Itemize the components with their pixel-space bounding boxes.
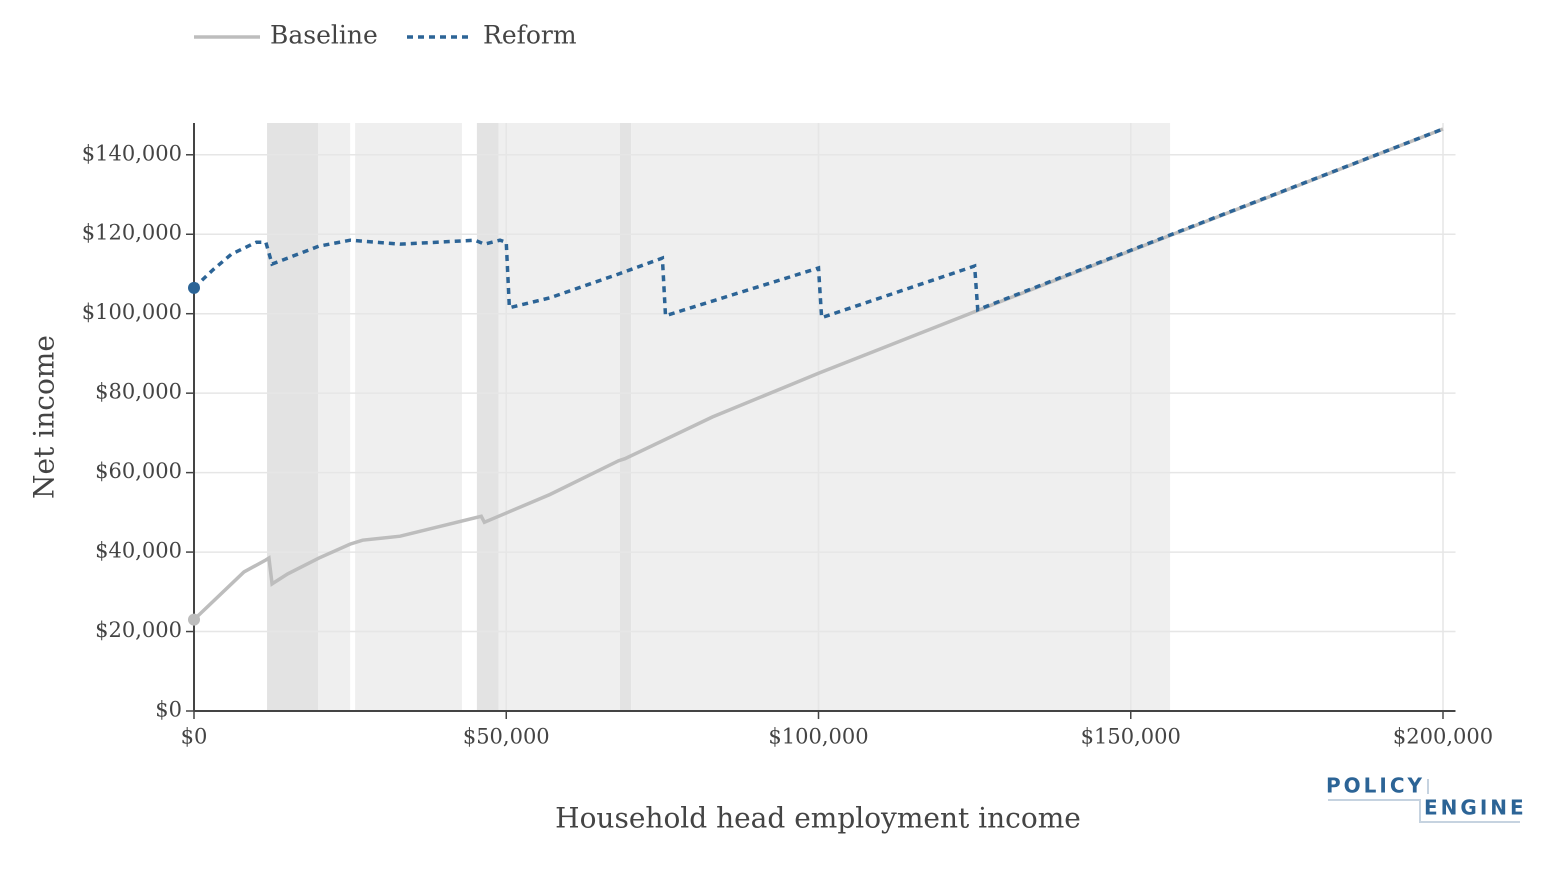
- point-marker: [188, 281, 200, 294]
- shaded-region: [476, 123, 499, 711]
- x-tick-label: $100,000: [768, 725, 868, 749]
- x-tick-label: $200,000: [1393, 725, 1493, 749]
- shaded-region: [355, 123, 462, 711]
- series-line: [192, 127, 1444, 621]
- x-tick-label: $150,000: [1081, 725, 1181, 749]
- logo-text: POLICY: [1326, 774, 1425, 798]
- shaded-region: [631, 123, 1171, 711]
- y-tick-label: $120,000: [82, 221, 182, 245]
- legend-label: Baseline: [270, 21, 378, 50]
- shaded-region: [318, 123, 351, 711]
- x-tick-label: $0: [181, 725, 208, 749]
- y-tick-label: $140,000: [82, 141, 182, 165]
- y-tick-label: $20,000: [95, 618, 182, 642]
- point-marker: [188, 613, 200, 626]
- y-tick-label: $80,000: [95, 380, 182, 404]
- y-tick-label: $100,000: [82, 300, 182, 324]
- shaded-region: [498, 123, 620, 711]
- shaded-region: [619, 123, 632, 711]
- logo-frame: [1328, 779, 1520, 823]
- x-tick-label: $50,000: [463, 725, 550, 749]
- y-axis-title: Net income: [28, 335, 61, 499]
- y-tick-label: $40,000: [95, 539, 182, 563]
- y-tick-label: $0: [155, 698, 182, 722]
- x-axis-title: Household head employment income: [555, 802, 1081, 835]
- y-tick-label: $60,000: [95, 459, 182, 483]
- legend-label: Reform: [483, 21, 577, 50]
- series-line: [192, 127, 1444, 321]
- shaded-region: [267, 123, 319, 711]
- logo-text: ENGINE: [1424, 796, 1527, 820]
